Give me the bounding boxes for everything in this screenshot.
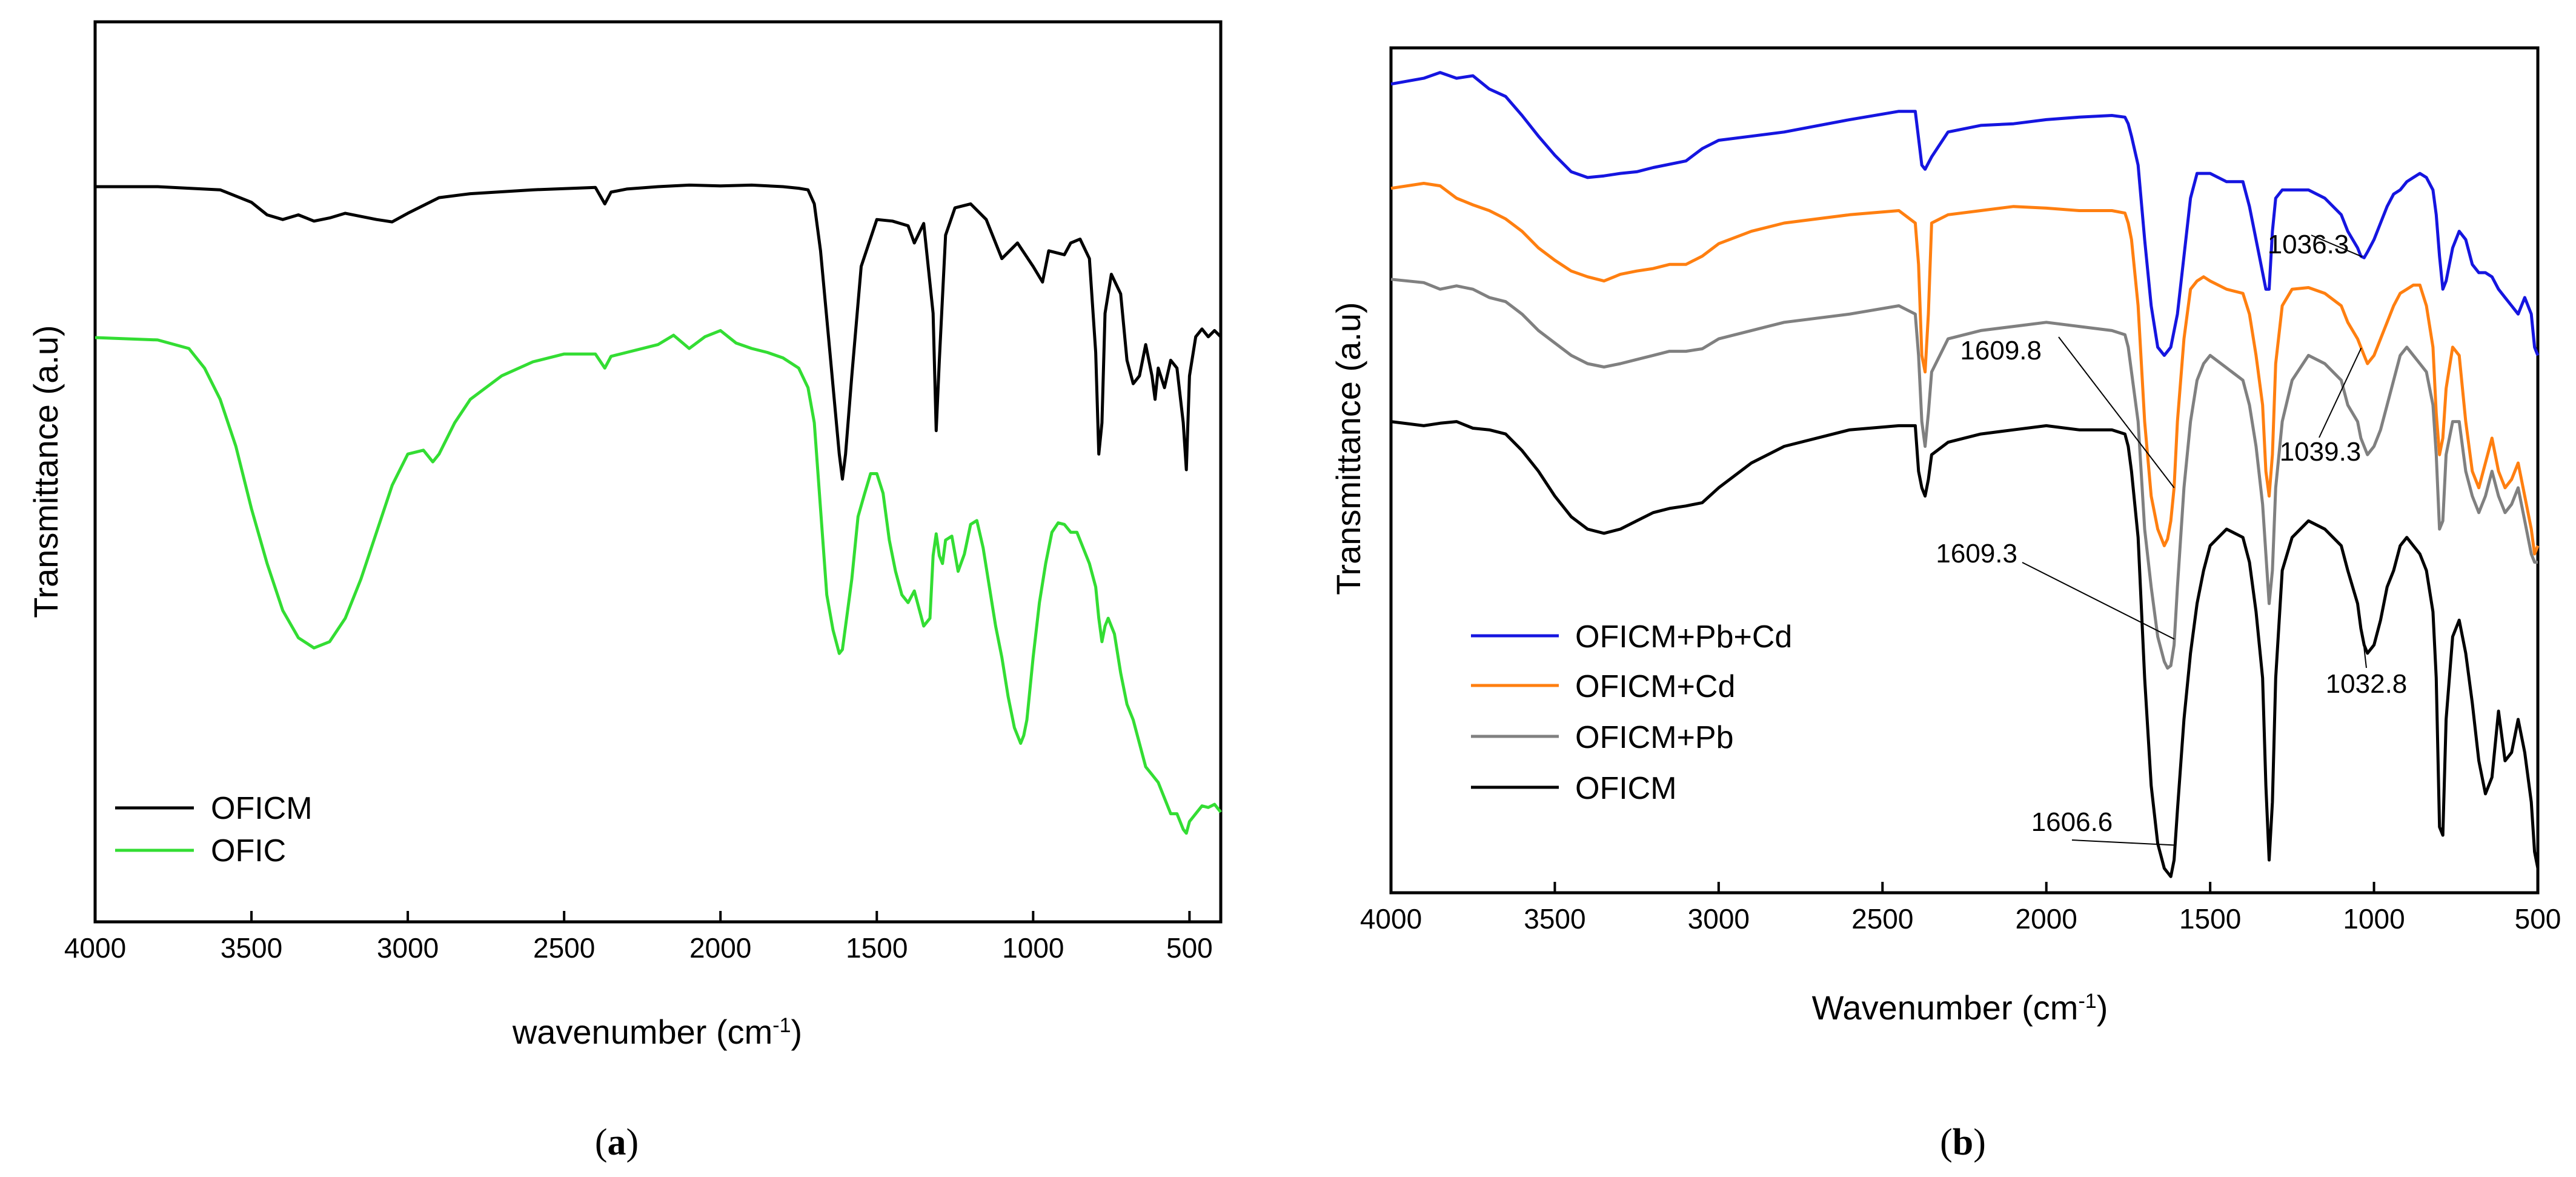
annotation-leader-1036-3 [2311,235,2363,258]
panel-a-x-tick-label-3500: 3500 [221,932,282,964]
annotation-label-1606-6: 1606.6 [2031,807,2113,837]
panel-b-x-tick-label-500: 500 [2515,903,2561,935]
panel-b-x-ticks: 4000 3500 3000 2500 2000 1500 1000 500 [1360,882,2561,935]
legend-label-oficm-cd: OFICM+Cd [1575,669,1735,704]
annotation-leader-1609-3 [2022,562,2175,640]
panel-b-x-tick-label-1000: 1000 [2343,903,2405,935]
panel-a-y-axis-title: Transmittance (a.u) [27,325,65,618]
legend-label-oficm: OFICM [1575,771,1677,806]
panel-a-x-tick-label-3000: 3000 [377,932,439,964]
panel-b-y-axis-title: Transmittance (a.u) [1329,302,1367,595]
panel-b-series-line-oficm-pb [1390,278,2538,670]
panel-a-legend: OFICM OFIC [115,791,313,869]
annotation-leader-1606-6 [2071,839,2176,846]
panel-b-x-tick-label-2500: 2500 [1851,903,1913,935]
legend-label-oficm-pb: OFICM+Pb [1575,720,1734,755]
panel-b-series-line-oficm-pb-cd [1390,71,2540,357]
panel-a-series-line-ofic [95,328,1222,835]
panel-b-annotations: 1036.3 1609.8 1039.3 1609.3 1032.8 1606.6 [1936,230,2408,846]
legend-label-oficm: OFICM [211,791,313,826]
annotation-label-1032-8: 1032.8 [2326,669,2408,699]
panel-b-x-axis-title: Wavenumber (cm-1) [1812,989,2108,1027]
panel-a-x-tick-label-2500: 2500 [533,932,595,964]
panel-a-chart: 4000 3500 3000 2500 2000 1500 1000 500 Transmit… [27,20,1223,1163]
panel-a-x-axis-title: wavenumber (cm-1) [512,1013,802,1051]
annotation-label-1609-3: 1609.3 [1936,539,2017,568]
panel-b-x-tick-label-2000: 2000 [2016,903,2077,935]
panel-b-x-tick-label-4000: 4000 [1360,903,1422,935]
panel-b-legend: OFICM+Pb+Cd OFICM+Cd OFICM+Pb OFICM [1471,619,1792,806]
panel-a-x-tick-label-4000: 4000 [64,932,126,964]
panel-a-x-tick-label-2000: 2000 [689,932,751,964]
annotation-label-1609-8: 1609.8 [1960,336,2042,365]
panel-b-series [1390,71,2540,878]
panel-b-x-tick-label-3500: 3500 [1524,903,1585,935]
panel-a-x-tick-label-1500: 1500 [846,932,908,964]
panel-b-chart: 4000 3500 3000 2500 2000 1500 1000 500 1036.3 16… [1329,46,2561,1163]
panel-b-plot-frame [1389,46,2540,895]
annotation-leader-1039-3 [2319,347,2362,438]
annotation-label-1039-3: 1039.3 [2280,437,2362,467]
panel-a-x-tick-label-500: 500 [1166,932,1213,964]
panel-a-x-ticks: 4000 3500 3000 2500 2000 1500 1000 500 [64,911,1213,964]
panel-a-label: (a) [595,1122,639,1163]
panel-a-plot-frame [93,20,1223,924]
panel-a-x-tick-label-1000: 1000 [1002,932,1064,964]
legend-label-ofic: OFIC [211,833,286,869]
annotation-leader-1609-8 [2058,336,2175,488]
panel-b-x-tick-label-3000: 3000 [1688,903,1750,935]
panel-b-x-tick-label-1500: 1500 [2179,903,2241,935]
panel-a-series-line-oficm [95,183,1222,481]
annotation-leader-1032-8 [2362,639,2367,669]
panel-b-series-line-oficm-cd [1390,182,2540,556]
panel-b-series-line-oficm [1390,420,2540,878]
panel-b-label: (b) [1940,1122,1986,1163]
legend-label-oficm-pb-cd: OFICM+Pb+Cd [1575,619,1792,655]
annotation-label-1036-3: 1036.3 [2268,230,2349,259]
panel-a-series [95,183,1222,835]
